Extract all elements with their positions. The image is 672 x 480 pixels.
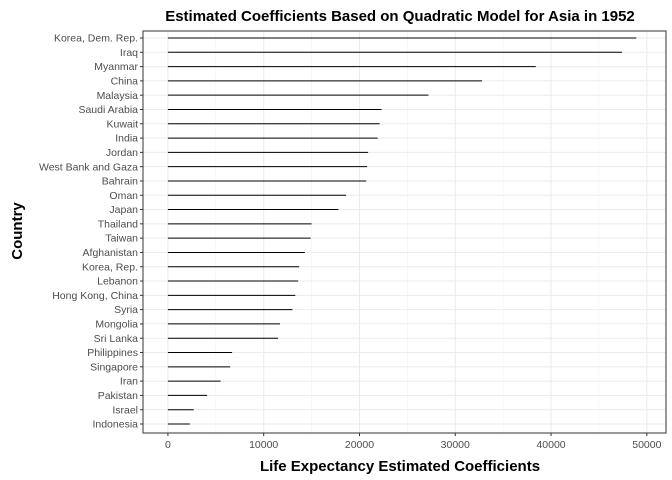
y-tick-label: Singapore (90, 361, 138, 373)
grid (143, 31, 666, 433)
y-tick-label: West Bank and Gaza (39, 161, 138, 173)
y-tick-label: Philippines (87, 347, 138, 359)
y-tick-label: Iraq (120, 47, 138, 59)
y-tick-label: Oman (109, 190, 138, 202)
y-tick-label: Japan (109, 204, 138, 216)
y-tick-label: Kuwait (106, 118, 138, 130)
y-tick-label: Mongolia (95, 319, 138, 331)
y-tick-label: Saudi Arabia (78, 104, 138, 116)
y-tick-label: Taiwan (105, 233, 138, 245)
bars (167, 37, 637, 425)
y-axis-title: Country (9, 202, 26, 260)
y-tick-label: Afghanistan (83, 247, 139, 259)
y-tick-label: Indonesia (92, 419, 138, 431)
x-tick-label: 0 (165, 439, 171, 451)
y-tick-label: Korea, Dem. Rep. (54, 33, 138, 45)
y-tick-label: Hong Kong, China (52, 290, 138, 302)
y-tick-label: Lebanon (97, 276, 138, 288)
y-tick-label: China (111, 75, 139, 87)
plot-panel (142, 30, 667, 434)
y-tick-label: Thailand (98, 218, 138, 230)
y-tick-label: Jordan (106, 147, 138, 159)
y-tick-label: Israel (112, 404, 138, 416)
chart-title: Estimated Coefficients Based on Quadrati… (165, 8, 635, 25)
y-tick-label: India (115, 133, 138, 145)
y-tick-label: Iran (120, 376, 138, 388)
y-tick-label: Sri Lanka (94, 333, 139, 345)
x-axis: 0 10000 20000 30000 40000 50000 (165, 433, 662, 451)
y-axis: Korea, Dem. Rep. Iraq Myanmar China Malaysia… (39, 33, 143, 431)
y-tick-label: Bahrain (102, 176, 138, 188)
x-axis-title: Life Expectancy Estimated Coefficients (260, 458, 540, 475)
x-tick-label: 40000 (536, 439, 565, 451)
y-tick-label: Korea, Rep. (82, 261, 138, 273)
y-tick-label: Pakistan (98, 390, 138, 402)
y-tick-label: Myanmar (94, 61, 138, 73)
x-tick-label: 50000 (632, 439, 661, 451)
x-tick-label: 20000 (345, 439, 374, 451)
y-tick-label: Syria (114, 304, 138, 316)
x-tick-label: 30000 (441, 439, 470, 451)
x-tick-label: 10000 (249, 439, 278, 451)
y-tick-label: Malaysia (97, 90, 139, 102)
